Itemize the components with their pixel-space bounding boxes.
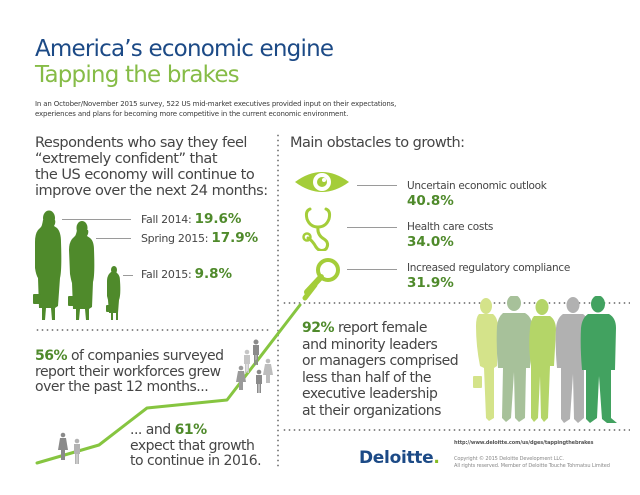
deloitte-logo: Deloitte. [359,448,440,468]
workforce-line: 56% of companies surveyed [35,348,235,365]
confidence-heading: Respondents who say they feel “extremely… [35,135,280,199]
logo-wordmark: Deloitte [359,448,434,468]
confidence-item-fall-2014: Fall 2014: 19.6% [141,211,241,227]
intro-text: In an October/November 2015 survey, 522 … [35,100,397,118]
businesswoman-figures-icon [33,210,121,320]
people-group-icon [58,432,80,464]
obstacles-heading: Main obstacles to growth: [290,135,465,151]
leadership-line: and minority leaders [302,336,438,353]
obstacle-label: Increased regulatory compliance [407,262,571,274]
expectation-line: ... and 61% [130,422,280,439]
expectation-value: 61% [174,422,208,438]
expectation-line: expect that growth [130,437,255,454]
confidence-heading-line: the US economy will continue to [35,167,255,183]
confidence-heading-line: Respondents who say they feel [35,135,247,151]
obstacle-value: 34.0% [407,234,454,250]
confidence-item-fall-2015: Fall 2015: 9.8% [141,266,232,282]
obstacle-value: 31.9% [407,275,454,291]
leadership-line: executive leadership [302,386,438,402]
copyright-line: Copyright © 2015 Deloitte Development LL… [454,456,564,462]
leader-line [62,219,131,220]
leader-line [357,185,397,186]
leadership-value: 92% [302,320,335,336]
workforce-line-text: of companies surveyed [67,348,224,364]
confidence-item-value: 17.9% [211,230,259,246]
divider-right-upper [282,302,630,304]
confidence-item-label: Spring 2015: [141,232,209,245]
workforce-expectation-stat: ... and 61% expect that growth to contin… [130,422,280,470]
vertical-divider [277,133,279,469]
page-subtitle: Tapping the brakes [35,62,240,88]
people-group-icon [236,339,273,393]
logo-green-dot: . [433,448,440,468]
confidence-item-label: Fall 2015: [141,268,192,281]
obstacle-value: 40.8% [407,193,454,209]
workforce-growth-value: 56% [35,348,68,364]
leader-line [123,275,133,276]
leadership-line: or managers comprised [302,353,459,369]
leader-line [347,227,397,228]
eye-icon [295,172,349,192]
executives-group-icon [473,296,617,423]
confidence-item-value: 9.8% [194,266,233,282]
footer-url-link[interactable]: http://www.deloitte.com/us/dges/tappingt… [454,440,594,446]
confidence-item-spring-2015: Spring 2015: 17.9% [141,230,258,246]
expectation-line: to continue in 2016. [130,453,262,469]
expectation-prefix: ... and [130,422,175,438]
confidence-item-label: Fall 2014: [141,213,192,226]
obstacle-label: Health care costs [407,221,494,233]
copyright-line: All rights reserved. Member of Deloitte … [454,462,610,469]
stethoscope-icon [302,207,332,251]
page-title: America’s economic engine [35,36,334,62]
copyright-text: Copyright © 2015 Deloitte Development LL… [454,456,610,469]
leadership-line: less than half of the [302,369,431,386]
confidence-heading-line: improve over the next 24 months: [35,183,268,199]
workforce-growth-stat: 56% of companies surveyed report their w… [35,348,235,396]
divider-right-lower [282,429,630,431]
leadership-stat: 92% report female and minority leaders o… [302,320,477,419]
workforce-line: over the past 12 months... [35,379,209,395]
divider-left-middle [35,329,271,331]
leader-line [347,269,397,270]
obstacle-label: Uncertain economic outlook [407,180,547,192]
confidence-item-value: 19.6% [194,211,242,227]
leadership-line: at their organizations [302,402,441,419]
workforce-line: report their workforces grew [35,363,221,380]
confidence-heading-line: “extremely confident” that [35,151,218,167]
leadership-line: 92% report female [302,320,477,337]
leader-line [96,238,131,239]
leadership-line-text: report female [334,320,427,336]
